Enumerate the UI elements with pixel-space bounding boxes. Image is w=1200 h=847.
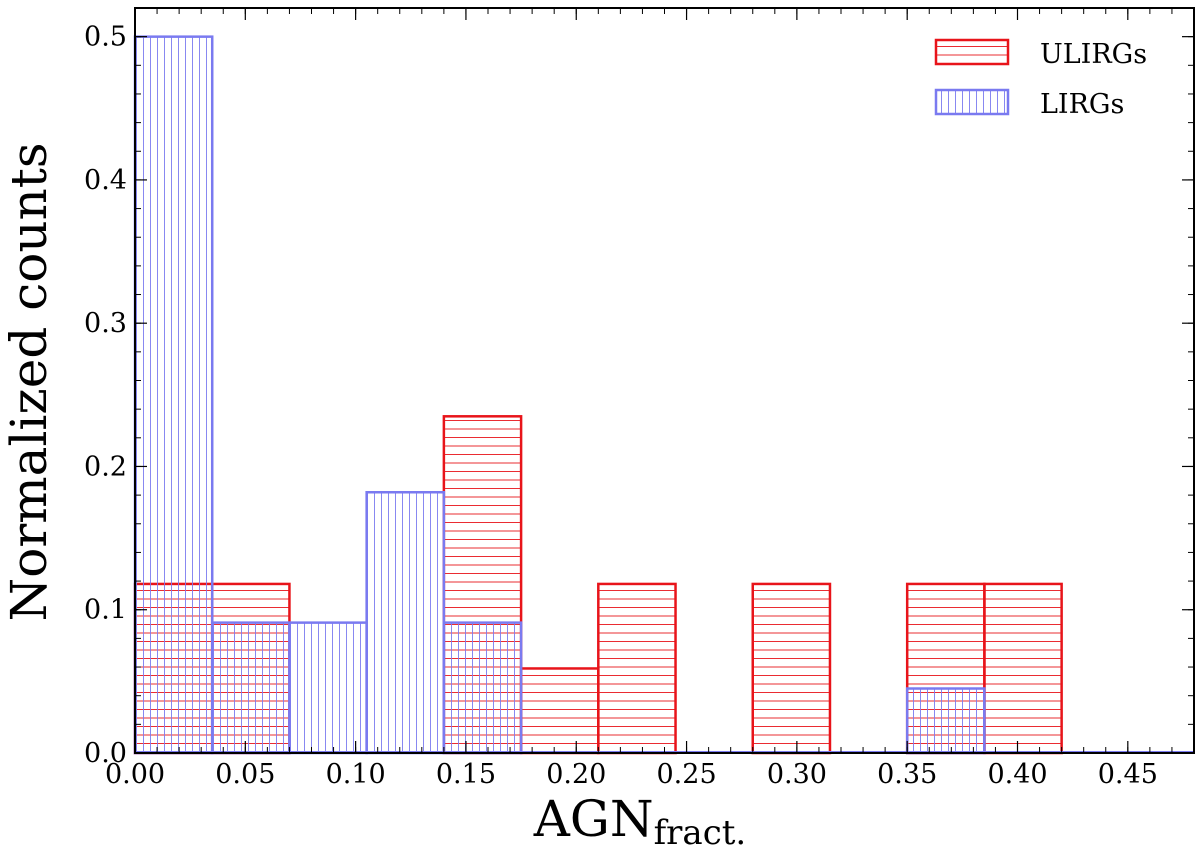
y-tick-label: 0.2 [84, 451, 127, 482]
tick-labels: 0.00 0.05 0.10 0.15 0.20 0.25 0.30 0.35 0.40 0.45… [84, 22, 1158, 790]
y-tick-label: 0.1 [84, 595, 127, 626]
x-tick-label: 0.30 [767, 759, 827, 790]
x-tick-label: 0.40 [987, 759, 1047, 790]
y-axis-title: Normalized counts [0, 142, 58, 621]
x-axis-title: AGNfract. [533, 790, 746, 847]
bar-ulirgs-5 [519, 667, 600, 755]
x-tick-label: 0.10 [326, 759, 386, 790]
legend-label-lirgs: LIRGs [1040, 89, 1124, 120]
bar-lirgs-0 [133, 35, 214, 755]
x-axis-title-subscript: fract. [654, 813, 747, 847]
bar-ulirgs-6 [597, 582, 677, 755]
legend-swatch-lirgs [934, 88, 1010, 116]
x-tick-label: 0.25 [657, 759, 717, 790]
y-tick-label: 0.4 [84, 165, 127, 196]
legend-label-ulirgs: ULIRGs [1040, 39, 1147, 70]
bar-ulirgs-8 [751, 582, 832, 755]
bar-lirgs-10 [905, 687, 986, 755]
y-tick-label: 0.5 [84, 22, 127, 53]
y-tick-label: 0.0 [84, 738, 127, 769]
y-tick-label: 0.3 [84, 308, 127, 339]
x-tick-label: 0.15 [436, 759, 496, 790]
histogram-bars [133, 35, 1194, 755]
x-tick-label: 0.45 [1098, 759, 1158, 790]
x-axis-title-main: AGN [533, 790, 654, 847]
bar-lirgs-3 [365, 491, 446, 755]
x-tick-label: 0.35 [877, 759, 937, 790]
legend-swatch-ulirgs [934, 38, 1010, 66]
x-tick-label: 0.05 [215, 759, 275, 790]
legend: ULIRGs LIRGs [934, 38, 1147, 120]
x-tick-label: 0.20 [546, 759, 606, 790]
bar-lirgs-1 [210, 621, 291, 755]
bar-lirgs-4 [442, 621, 523, 755]
x-tick-label: 0.00 [105, 759, 165, 790]
bar-lirgs-2 [288, 621, 368, 755]
bar-ulirgs-11 [983, 582, 1063, 755]
axis-ticks [134, 7, 1195, 754]
